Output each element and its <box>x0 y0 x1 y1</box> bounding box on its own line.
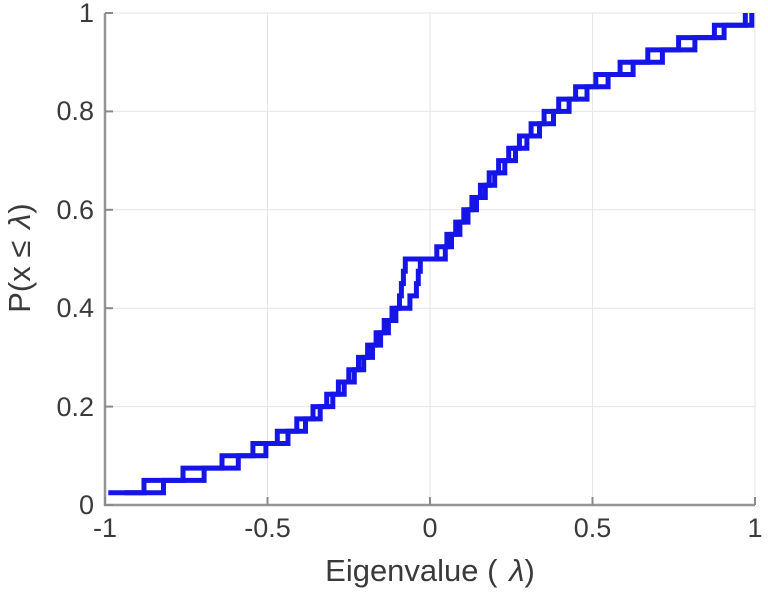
lambda-symbol: λ <box>509 553 525 588</box>
y-tick-label: 0.6 <box>56 194 94 225</box>
y-tick-label: 1 <box>78 0 94 28</box>
x-axis-label: Eigenvalue ( λ) <box>230 553 630 589</box>
y-tick-label: 0 <box>78 490 94 520</box>
x-tick-label: -1 <box>92 513 117 543</box>
ecdf-curve-1 <box>108 13 748 496</box>
y-axis-label-text: P(x ≤ <box>2 240 37 313</box>
x-tick-label: 0 <box>422 513 438 543</box>
y-axis-label: P(x ≤ λ) <box>2 108 38 408</box>
y-axis-label-close: ) <box>2 203 37 214</box>
x-tick-label: 1 <box>747 513 763 543</box>
y-tick-label: 0.2 <box>56 391 94 422</box>
lambda-symbol: λ <box>2 213 37 229</box>
x-axis-label-text: Eigenvalue ( <box>325 553 498 588</box>
x-tick-label: 0.5 <box>573 513 612 543</box>
x-axis-label-close: ) <box>524 553 535 588</box>
ecdf-curve-2 <box>124 13 755 496</box>
y-tick-label: 0.4 <box>56 293 94 324</box>
x-tick-label: -0.5 <box>244 513 291 543</box>
y-tick-label: 0.8 <box>56 96 94 127</box>
